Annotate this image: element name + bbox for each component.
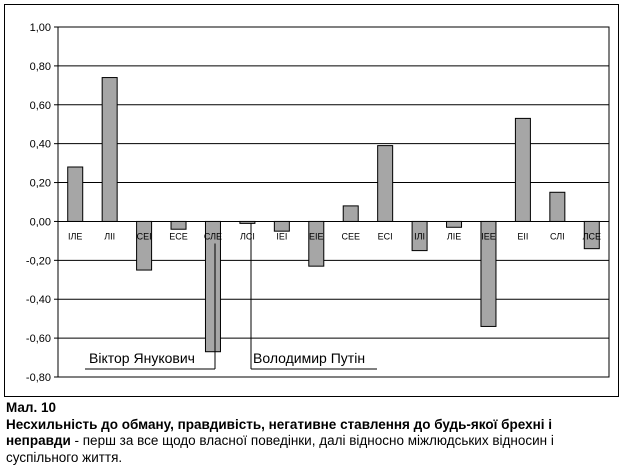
figure-number: Мал. 10 [6, 400, 57, 415]
category-label: ІЛІ [414, 231, 425, 241]
y-tick-label: 0,20 [30, 178, 51, 190]
caption-rest-text: - перш за все щодо власної поведінки, да… [6, 433, 554, 465]
caption-bold-text: Несхильність до обману, правдивість, нег… [6, 416, 552, 449]
y-tick-label: 1,00 [30, 22, 51, 34]
category-label: ЛІІ [104, 231, 115, 241]
category-label: СЕІ [137, 231, 152, 241]
bar [549, 191, 566, 222]
category-label: ЛСЕ [583, 231, 601, 241]
category-label: ЛСІ [240, 231, 255, 241]
bar [273, 220, 290, 232]
y-axis-ticks: 1,00 0,80 0,60 0,40 0,20 0,00 -0,20 -0,40 -0,60 -… [26, 22, 58, 384]
bar [514, 117, 531, 222]
annotation-label: Віктор Янукович [89, 350, 195, 366]
category-label: ЛІЕ [447, 231, 461, 241]
bars [67, 77, 600, 353]
annotation-label: Володимир Путін [253, 350, 365, 366]
bar [101, 77, 118, 222]
y-tick-label: -0,20 [26, 255, 51, 267]
bar [204, 220, 221, 353]
bar [67, 166, 84, 222]
bar [377, 145, 394, 222]
bar [583, 220, 600, 250]
y-tick-label: 0,40 [30, 139, 51, 151]
category-label: ЕСЕ [169, 231, 188, 241]
bar [170, 220, 187, 230]
bar [136, 220, 153, 271]
category-label: ІЕІ [276, 231, 287, 241]
bar [480, 220, 497, 327]
y-tick-label: 0,60 [30, 100, 51, 112]
annotations: Віктор Янукович Володимир Путін [85, 223, 377, 370]
bar-chart: 1,00 0,80 0,60 0,40 0,20 0,00 -0,20 -0,40 -0,60 -… [26, 22, 610, 384]
figure-caption: Мал. 10 Несхильність до обману, правдиві… [6, 400, 618, 466]
category-label: ЕІІ [517, 231, 528, 241]
y-tick-label: -0,80 [26, 372, 51, 384]
y-tick-label: 0,80 [30, 61, 51, 73]
bar [342, 205, 359, 222]
bar [411, 220, 428, 252]
chart-frame: 1,00 0,80 0,60 0,40 0,20 0,00 -0,20 -0,40 -0,60 -… [4, 4, 619, 397]
bar [308, 220, 325, 267]
category-label: ЕСІ [378, 231, 393, 241]
y-tick-label: -0,40 [26, 294, 51, 306]
category-label: ІЕЕ [481, 231, 496, 241]
category-label: СЛЕ [204, 231, 222, 241]
y-tick-label: 0,00 [30, 216, 51, 228]
category-label: СЛІ [550, 231, 565, 241]
y-tick-label: -0,60 [26, 333, 51, 345]
bar [446, 220, 463, 228]
category-label: СЕЕ [341, 231, 360, 241]
category-label: ЕІЕ [309, 231, 324, 241]
category-labels: ІЛЕ ЛІІ СЕІ ЕСЕ СЛЕ ЛСІ ІЕІ ЕІЕ СЕЕ ЕСІ ІЛІ ЛІЕ ІЕЕ Е… [68, 231, 601, 241]
category-label: ІЛЕ [68, 231, 82, 241]
bar [239, 220, 256, 224]
